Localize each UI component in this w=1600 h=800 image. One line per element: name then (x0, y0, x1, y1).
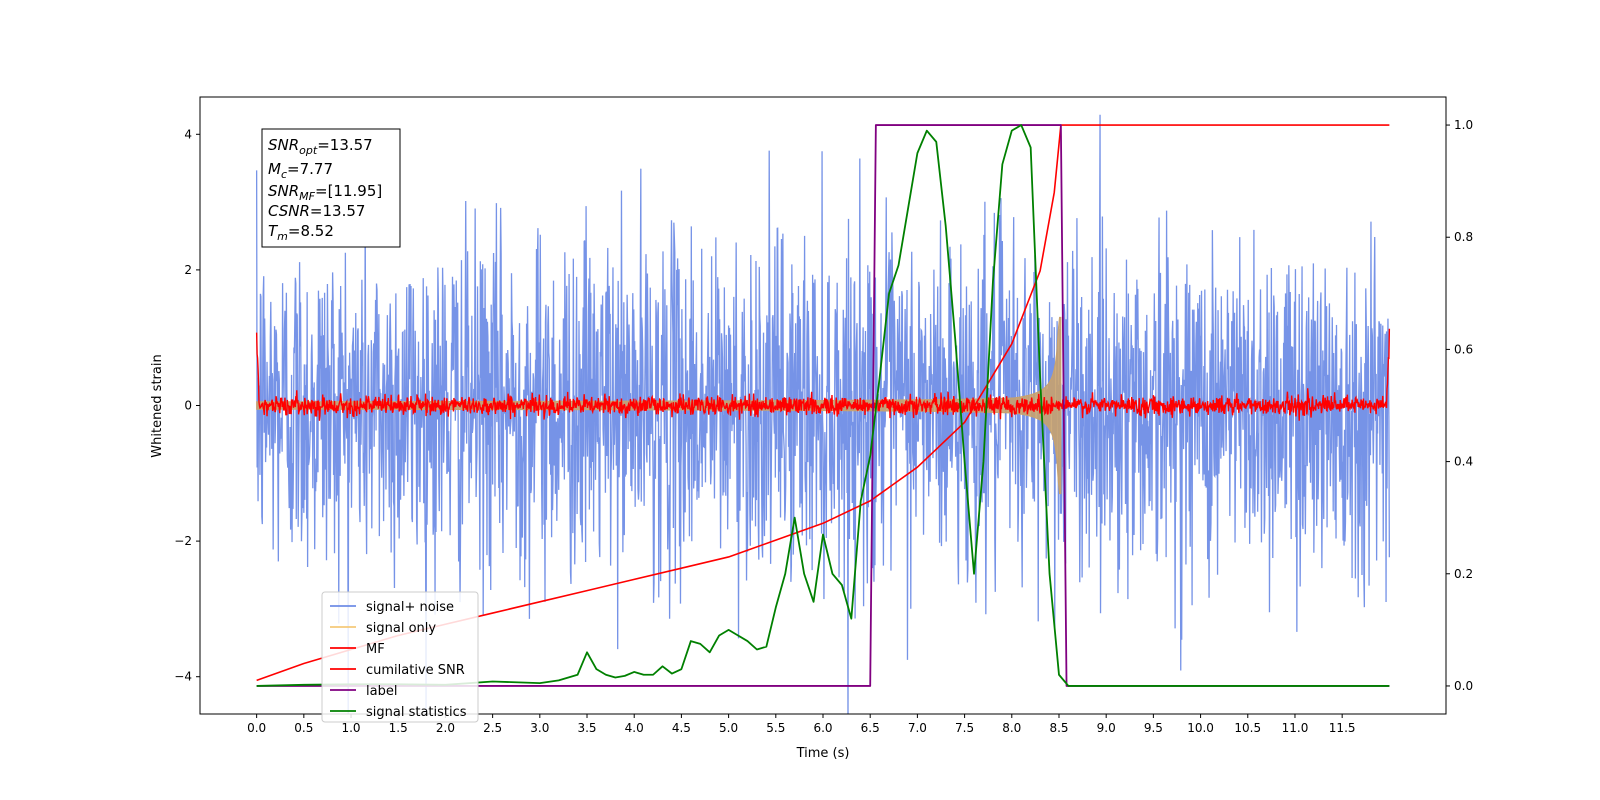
annotation-csnr: CSNR=13.57 (268, 202, 365, 220)
x-tick-label-2: 1.0 (341, 721, 360, 735)
series-signal-noise (255, 114, 1391, 714)
y2-tick-label-3: 0.6 (1454, 342, 1473, 356)
x-tick-label-0: 0.0 (247, 721, 266, 735)
y2-tick-label-5: 1.0 (1454, 118, 1473, 132)
legend: signal+ noise signal only MF cumilative SNR… (321, 591, 479, 723)
y-tick-label-2: 0 (184, 399, 192, 413)
legend-label-2: MF (366, 642, 385, 657)
x-tick-label-13: 6.5 (861, 721, 880, 735)
y2-tick-label-1: 0.2 (1454, 567, 1473, 581)
annotation-snr-mf: SNRMF=[11.95] (268, 182, 382, 203)
x-tick-label-12: 6.0 (813, 721, 832, 735)
x-tick-label-9: 4.5 (672, 721, 691, 735)
annotation-mc: Mc=7.77 (268, 160, 333, 181)
x-tick-label-23: 11.5 (1329, 721, 1356, 735)
y-tick-label-4: 4 (184, 127, 192, 141)
x-tick-label-7: 3.5 (577, 721, 596, 735)
x-tick-label-4: 2.0 (436, 721, 455, 735)
legend-label-5: signal statistics (366, 705, 467, 720)
x-tick-label-5: 2.5 (483, 721, 502, 735)
x-tick-label-19: 9.5 (1144, 721, 1163, 735)
y2-axis-ticks: 0.0 0.2 0.4 0.6 0.8 1.0 (1446, 118, 1473, 693)
x-tick-label-21: 10.5 (1234, 721, 1261, 735)
legend-entries: signal+ noise signal only MF cumilative SNR… (330, 600, 467, 720)
x-tick-label-14: 7.0 (908, 721, 927, 735)
x-tick-label-22: 11.0 (1282, 721, 1309, 735)
annotation-frame (261, 128, 401, 248)
legend-label-3: cumilative SNR (366, 663, 465, 678)
x-tick-label-16: 8.0 (1002, 721, 1021, 735)
y-axis-ticks: −4 −2 0 2 4 (174, 127, 200, 684)
y-tick-label-0: −4 (174, 670, 192, 684)
x-tick-label-10: 5.0 (719, 721, 738, 735)
y-axis-label: Whitened strain (150, 354, 165, 457)
x-tick-label-6: 3.0 (530, 721, 549, 735)
x-axis-ticks: 0.0 0.5 1.0 1.5 2.0 2.5 3.0 3.5 4.0 4.5 5.0 5.5 6.0 6… (247, 714, 1356, 735)
annotation-box: SNRopt=13.57 Mc=7.77 SNRMF=[11.95] CSNR=… (261, 128, 401, 248)
x-tick-label-20: 10.0 (1187, 721, 1214, 735)
x-tick-label-11: 5.5 (766, 721, 785, 735)
y2-tick-label-0: 0.0 (1454, 679, 1473, 693)
legend-label-1: signal only (366, 621, 436, 636)
series-signal-statistics (256, 124, 1390, 687)
y-tick-label-1: −2 (174, 534, 192, 548)
legend-label-0: signal+ noise (366, 600, 454, 615)
y2-tick-label-2: 0.4 (1454, 455, 1473, 469)
x-tick-label-18: 9.0 (1097, 721, 1116, 735)
x-tick-label-1: 0.5 (294, 721, 313, 735)
legend-frame (321, 591, 479, 723)
series-mf (255, 328, 1391, 421)
y-tick-label-3: 2 (184, 263, 192, 277)
x-axis-label: Time (s) (796, 746, 850, 761)
x-tick-label-8: 4.0 (625, 721, 644, 735)
y2-tick-label-4: 0.8 (1454, 230, 1473, 244)
legend-label-4: label (366, 684, 397, 699)
annotation-tm: Tm=8.52 (268, 222, 334, 243)
annotation-snr-opt: SNRopt=13.57 (268, 136, 373, 157)
x-tick-label-17: 8.5 (1049, 721, 1068, 735)
x-tick-label-15: 7.5 (955, 721, 974, 735)
x-tick-label-3: 1.5 (389, 721, 408, 735)
